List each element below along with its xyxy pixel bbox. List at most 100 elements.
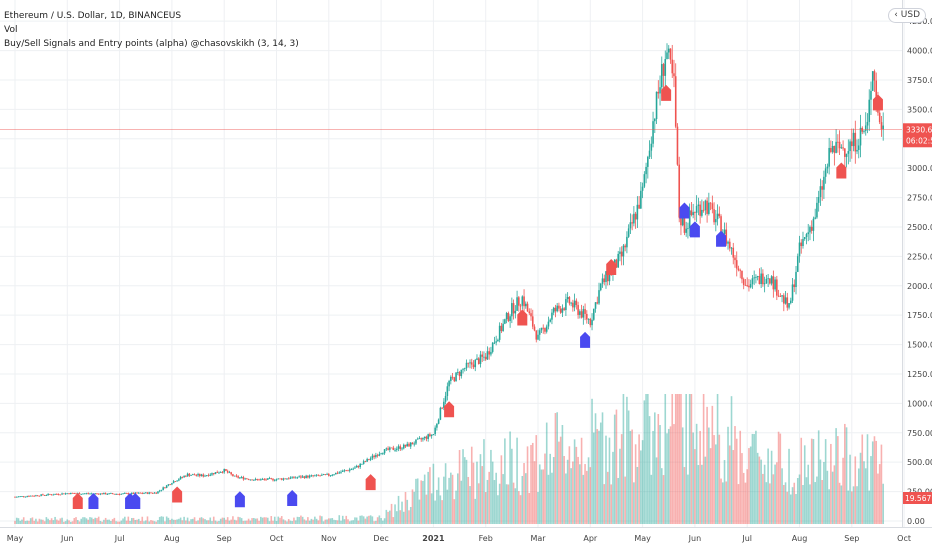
candle-body (280, 478, 283, 480)
volume-badge: 19.567K (903, 492, 932, 504)
candle-body (429, 434, 431, 437)
volume-bar (422, 480, 424, 524)
volume-bar (680, 394, 682, 524)
volume-bar (212, 516, 215, 524)
candle-body (544, 327, 546, 332)
candle-body (371, 455, 374, 459)
volume-bar (219, 518, 222, 524)
volume-bar (132, 517, 135, 524)
candle-body (455, 372, 457, 382)
volume-bar (446, 489, 449, 524)
candle-body (256, 478, 259, 480)
candle-body (620, 251, 623, 257)
candle-body (389, 447, 391, 450)
volume-bar (228, 520, 231, 524)
volume-bar (266, 517, 269, 524)
candle-body (833, 145, 836, 153)
candle-body (624, 245, 626, 248)
volume-bar (727, 426, 729, 524)
candle-body (458, 372, 461, 377)
candle-body (687, 228, 689, 230)
sell-signal-marker (872, 94, 883, 111)
volume-bar (716, 394, 719, 524)
volume-indicator-label[interactable]: Vol (4, 25, 18, 35)
volume-bar (369, 515, 372, 524)
currency-selector[interactable]: ‹ USD (888, 8, 926, 23)
candle-body (204, 475, 206, 477)
price-tick-label: 1250.00 (907, 370, 932, 379)
volume-bar (772, 474, 775, 524)
candle-body (748, 285, 750, 288)
volume-bar (232, 516, 234, 524)
volume-bar (315, 518, 318, 524)
volume-bar (458, 450, 461, 524)
candle-body (573, 300, 576, 308)
volume-bar (695, 423, 698, 524)
volume-bar (45, 517, 48, 524)
volume-bar (15, 517, 18, 524)
candle-body (828, 147, 830, 167)
candle-body (52, 494, 55, 496)
volume-bar (83, 517, 86, 524)
volume-bar (211, 521, 213, 524)
volume-bar (737, 484, 740, 524)
volume-bar (85, 518, 88, 524)
candle-body (136, 492, 138, 494)
volume-bar (657, 413, 660, 524)
volume-bar (63, 521, 65, 524)
candle-body (742, 279, 745, 285)
volume-bar (537, 491, 539, 524)
candle-body (505, 313, 508, 320)
symbol-title[interactable]: Ethereum / U.S. Dollar, 1D, BINANCEUS (4, 11, 182, 21)
volume-bar (802, 485, 804, 524)
candle-body (167, 484, 170, 486)
candle-body (54, 494, 56, 495)
candle-body (50, 494, 53, 496)
signal-indicator-label[interactable]: Buy/Sell Signals and Entry points (alpha… (4, 39, 299, 49)
volume-bar (247, 518, 250, 524)
volume-bar (871, 441, 874, 524)
candle-body (160, 489, 163, 491)
volume-bar (179, 517, 182, 524)
volume-bar (769, 483, 771, 524)
candle-body (266, 478, 269, 480)
volume-bar (413, 491, 416, 524)
volume-bar (197, 520, 199, 524)
candle-body (319, 475, 321, 477)
time-tick-label: Feb (479, 534, 493, 543)
candle-body (619, 251, 621, 254)
candle-body (708, 202, 710, 214)
volume-bar (845, 427, 848, 524)
candle-body (650, 143, 653, 151)
volume-bar (592, 432, 595, 524)
time-tick-label: Aug (792, 534, 808, 543)
candle-body (791, 284, 794, 301)
candle-body (762, 273, 764, 285)
candle-body (608, 271, 611, 282)
candle-body (277, 478, 280, 480)
candle-body (294, 477, 297, 479)
volume-bar (261, 517, 264, 524)
volume-bar (512, 482, 515, 524)
candle-body (418, 438, 421, 440)
volume-bar (547, 474, 550, 524)
candle-body (486, 351, 489, 360)
candle-body (420, 438, 422, 440)
candle-body (647, 156, 649, 167)
volume-bar (153, 521, 156, 524)
candle-body (17, 496, 20, 498)
candle-body (352, 468, 355, 470)
volume-bar (415, 478, 417, 524)
candle-body (863, 130, 865, 132)
volume-bar (148, 521, 151, 524)
candle-body (483, 356, 485, 358)
volume-bar (484, 492, 487, 524)
candle-body (141, 493, 144, 494)
candle-body (202, 474, 205, 477)
volume-bar (878, 464, 881, 524)
price-badge-countdown: 06:02:54 (906, 136, 932, 145)
volume-bar (859, 452, 862, 524)
volume-bar (296, 516, 299, 524)
